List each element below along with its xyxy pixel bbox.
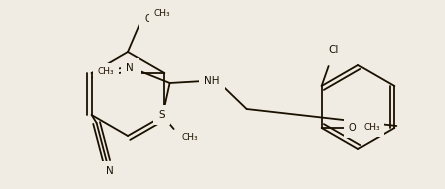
Text: NH: NH <box>204 76 219 86</box>
Text: O: O <box>144 14 152 24</box>
Text: O: O <box>129 68 136 78</box>
Text: N: N <box>126 63 134 73</box>
Text: S: S <box>158 110 165 120</box>
Text: O: O <box>349 123 356 133</box>
Text: CH₃: CH₃ <box>154 9 170 19</box>
Text: CH₃: CH₃ <box>181 132 198 142</box>
Text: CH₃: CH₃ <box>98 67 114 77</box>
Text: Cl: Cl <box>328 45 339 55</box>
Text: CH₃: CH₃ <box>363 123 380 132</box>
Text: N: N <box>106 166 113 176</box>
